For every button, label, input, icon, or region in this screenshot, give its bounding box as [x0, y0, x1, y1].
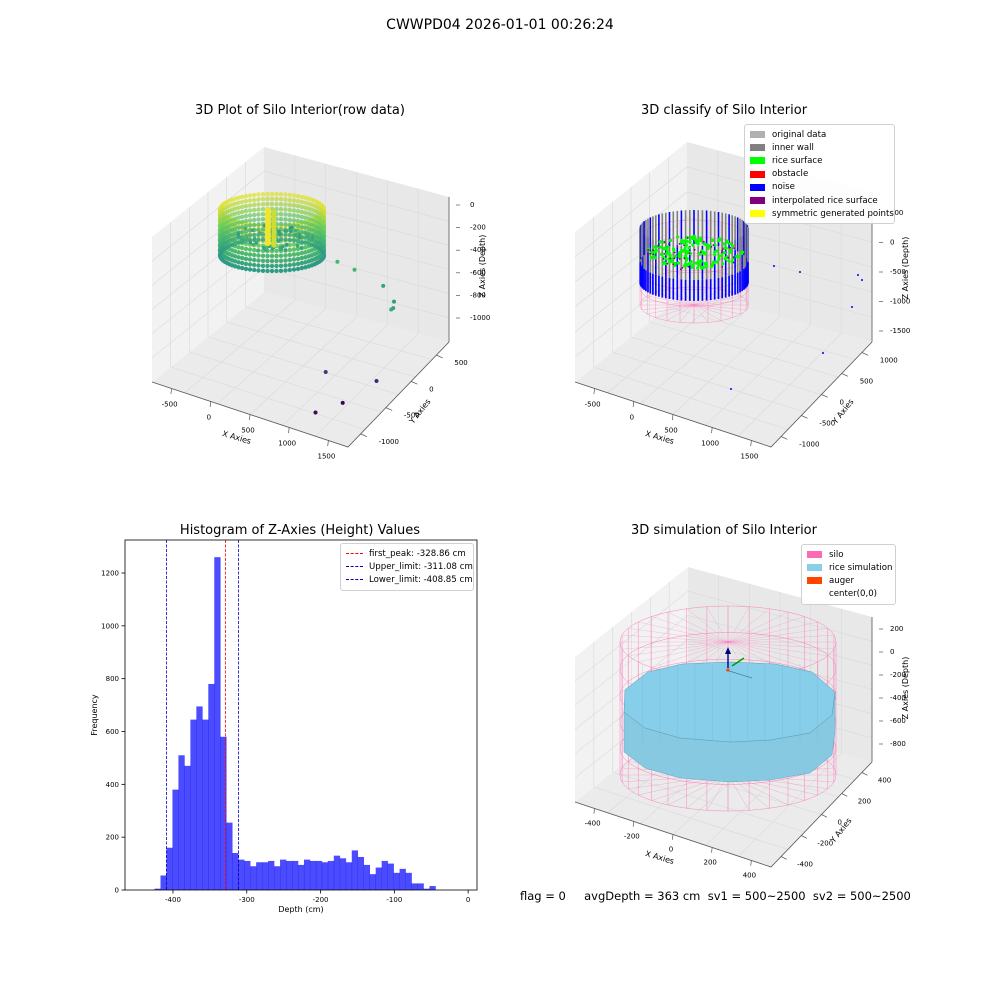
- plot4-rice-surface: [624, 662, 835, 742]
- histogram-legend-item: first_peak: -328.86 cm: [346, 547, 468, 560]
- plot2-legend-swatch: [750, 131, 765, 138]
- plot4-y-tick: [781, 857, 787, 860]
- plot4-legend-item: center(0,0): [807, 588, 890, 601]
- plot4-x-tick-label: 200: [704, 859, 717, 867]
- plot4-y-tick: [801, 836, 807, 839]
- plot2-legend-swatch: [750, 210, 765, 217]
- plot4-x-tick: [672, 835, 673, 840]
- histogram-legend-line: [346, 579, 363, 580]
- plot4-y-tick-label: 200: [858, 798, 871, 806]
- plot4-z-tick-label: 0: [890, 648, 894, 656]
- status-line: flag = 0 avgDepth = 363 cm sv1 = 500~250…: [520, 889, 911, 903]
- plot4-y-tick: [862, 773, 868, 776]
- histogram-legend-line: [346, 566, 363, 567]
- plot4-x-tick-label: 0: [669, 846, 673, 854]
- plot4-y-tick-label: 400: [878, 777, 891, 785]
- plot4-x-tick: [594, 809, 595, 814]
- plot4-z-axis-label: Z Axies (Depth): [901, 657, 910, 720]
- plot2-legend-label: rice surface: [772, 156, 822, 166]
- plot4-legend: silo rice simulation auger center(0,0): [801, 544, 896, 605]
- plot2-legend-swatch: [750, 144, 765, 151]
- plot2-legend: original data inner wall rice surface obsta…: [744, 124, 895, 224]
- plot4-legend-swatch: [807, 577, 822, 584]
- histogram-legend-label: first_peak: -328.86 cm: [369, 549, 466, 559]
- plot4-center-marker: [726, 668, 729, 671]
- plot2-legend-swatch: [750, 197, 765, 204]
- plot4-z-tick-label: 200: [890, 625, 903, 633]
- plot2-legend-label: inner wall: [772, 143, 814, 153]
- plot3-legend: first_peak: -328.86 cm Upper_limit: -311.…: [340, 543, 474, 591]
- plot4-legend-item: silo: [807, 548, 890, 561]
- plot4-z-tick-label: -800: [890, 740, 906, 748]
- plot2-legend-label: symmetric generated points: [772, 209, 894, 219]
- plot4-legend-item: auger: [807, 574, 890, 587]
- plot2-legend-swatch: [750, 157, 765, 164]
- plot4-legend-label: silo: [829, 550, 844, 560]
- plot2-legend-swatch: [750, 184, 765, 191]
- plot4-legend-label: rice simulation: [829, 563, 892, 573]
- plot2-legend-item: symmetric generated points: [750, 207, 889, 220]
- plot2-legend-label: noise: [772, 182, 795, 192]
- plot4-x-tick-label: -400: [585, 820, 601, 828]
- plot4-legend-swatch: [807, 564, 822, 571]
- histogram-legend-label: Lower_limit: -408.85 cm: [369, 575, 473, 585]
- plot4-x-tick-label: -200: [624, 833, 640, 841]
- plot4-y-tick: [842, 794, 848, 797]
- plot4-y-tick: [822, 815, 828, 818]
- histogram-legend-label: Upper_limit: -311.08 cm: [369, 562, 473, 572]
- plot2-legend-item: noise: [750, 181, 889, 194]
- plot2-legend-label: obstacle: [772, 169, 808, 179]
- plot2-legend-label: original data: [772, 130, 826, 140]
- plot4-legend-label: center(0,0): [829, 589, 877, 599]
- plot2-legend-label: interpolated rice surface: [772, 196, 878, 206]
- plot2-legend-item: inner wall: [750, 141, 889, 154]
- plot4-legend-swatch: [807, 551, 822, 558]
- plot4-legend-label: auger: [829, 576, 854, 586]
- plot4-legend-item: rice simulation: [807, 561, 890, 574]
- plot4-legend-swatch: [807, 591, 822, 598]
- plot4-x-tick: [751, 861, 752, 866]
- plot2-legend-item: interpolated rice surface: [750, 194, 889, 207]
- histogram-legend-line: [346, 553, 363, 554]
- plot4-x-tick: [633, 822, 634, 827]
- histogram-legend-item: Lower_limit: -408.85 cm: [346, 573, 468, 586]
- plot2-legend-swatch: [750, 171, 765, 178]
- histogram-legend-item: Upper_limit: -311.08 cm: [346, 560, 468, 573]
- plot4-x-tick-label: 400: [743, 872, 756, 880]
- plot2-legend-item: original data: [750, 128, 889, 141]
- plot2-legend-item: obstacle: [750, 168, 889, 181]
- plot4-x-tick: [712, 848, 713, 853]
- plot2-legend-item: rice surface: [750, 154, 889, 167]
- plot4-y-tick-label: -400: [797, 861, 813, 869]
